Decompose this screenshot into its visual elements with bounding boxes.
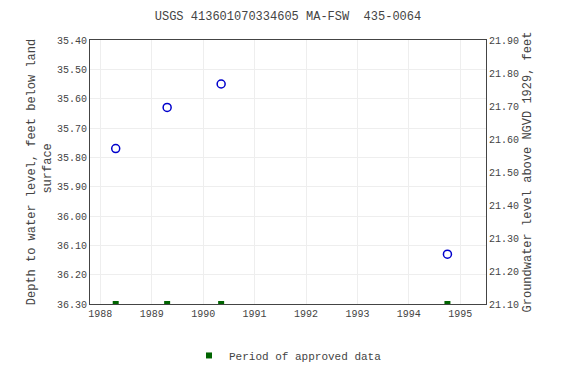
svg-text:USGS 413601070334605 MA-FSW 4: USGS 413601070334605 MA-FSW 435-0064 [155, 10, 421, 24]
svg-text:21.50: 21.50 [489, 168, 519, 179]
svg-text:35.70: 35.70 [57, 124, 87, 135]
svg-text:1993: 1993 [345, 309, 369, 320]
svg-text:35.90: 35.90 [57, 182, 87, 193]
svg-text:1991: 1991 [243, 309, 267, 320]
svg-text:21.40: 21.40 [489, 201, 519, 212]
svg-text:36.00: 36.00 [57, 212, 87, 223]
svg-text:1995: 1995 [448, 309, 472, 320]
svg-text:35.60: 35.60 [57, 94, 87, 105]
svg-text:21.10: 21.10 [489, 300, 519, 311]
svg-text:36.30: 36.30 [57, 300, 87, 311]
svg-text:1990: 1990 [191, 309, 215, 320]
svg-text:Groundwater level above NGVD 1: Groundwater level above NGVD 1929, feet [521, 32, 535, 313]
svg-text:1988: 1988 [88, 309, 112, 320]
svg-text:1989: 1989 [140, 309, 164, 320]
svg-text:21.80: 21.80 [489, 69, 519, 80]
svg-text:21.20: 21.20 [489, 267, 519, 278]
svg-text:Period of approved data: Period of approved data [229, 351, 381, 363]
svg-text:1992: 1992 [294, 309, 318, 320]
svg-text:35.80: 35.80 [57, 153, 87, 164]
svg-text:Depth to water level, feet bel: Depth to water level, feet below land su… [25, 39, 55, 305]
svg-text:21.30: 21.30 [489, 234, 519, 245]
svg-text:35.50: 35.50 [57, 65, 87, 76]
svg-text:1994: 1994 [397, 309, 421, 320]
svg-text:36.10: 36.10 [57, 241, 87, 252]
svg-text:21.70: 21.70 [489, 102, 519, 113]
svg-text:21.90: 21.90 [489, 36, 519, 47]
svg-text:35.40: 35.40 [57, 36, 87, 47]
svg-text:21.60: 21.60 [489, 135, 519, 146]
svg-text:36.20: 36.20 [57, 270, 87, 281]
